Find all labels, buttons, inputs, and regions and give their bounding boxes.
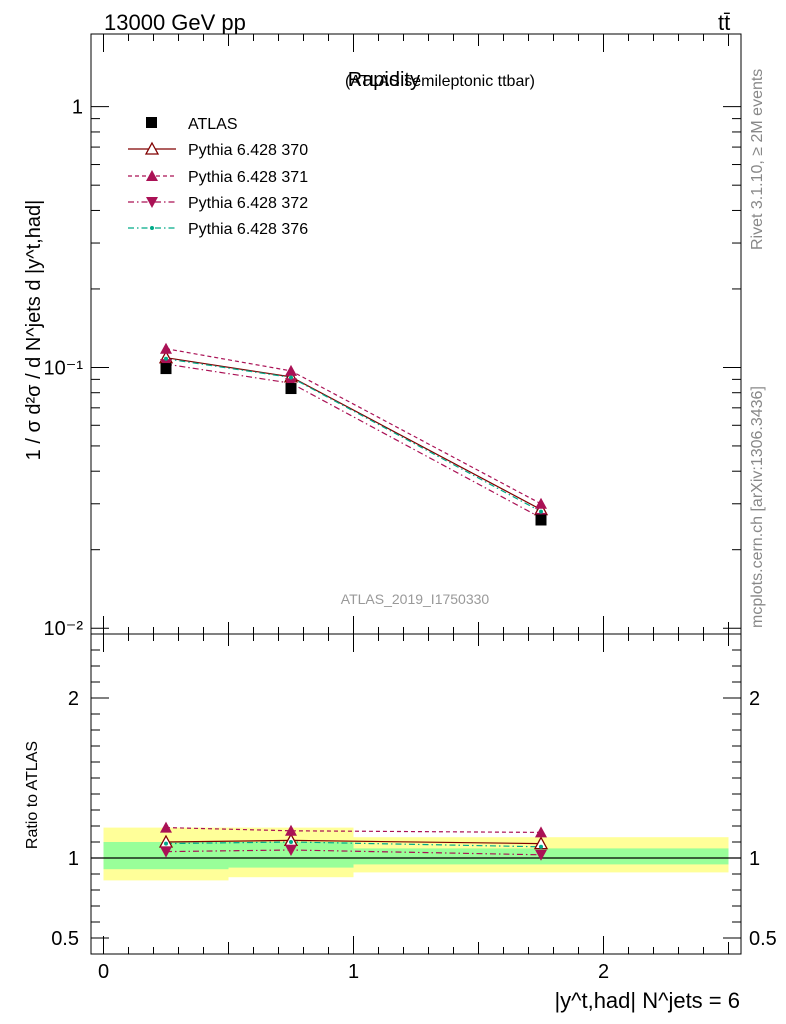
data-point <box>285 364 297 376</box>
ratio-data-point <box>285 845 297 856</box>
series-line <box>165 363 542 519</box>
ratio-data-point <box>289 840 293 844</box>
legend-370-marker <box>144 141 160 155</box>
data-point <box>164 356 168 361</box>
plot-title: Rapidity <box>348 69 420 91</box>
ratio-y-tick-label-right: 2 <box>749 688 760 710</box>
ratio-data-point <box>164 841 168 846</box>
main-plot: Rapidity (ATLAS semileptonic ttbar) ATLA… <box>23 33 742 640</box>
data-point <box>160 342 172 354</box>
series-line <box>165 357 542 511</box>
legend-376-marker <box>150 226 154 230</box>
legend: ATLAS Pythia 6.428 370 Pythia 6.428 371 … <box>128 116 308 238</box>
x-tick-label: 0 <box>98 961 109 983</box>
main-series-layer <box>158 342 549 526</box>
legend-372-label: Pythia 6.428 372 <box>188 195 308 212</box>
series-line <box>165 348 542 505</box>
legend-370-label: Pythia 6.428 370 <box>188 142 308 159</box>
process-label: tt̄ <box>718 10 730 35</box>
mcplots-label: mcplots.cern.ch [arXiv:1306.3436] <box>749 386 766 628</box>
ratio-frame <box>90 633 742 955</box>
ratio-bands <box>91 827 741 881</box>
y-tick-label: 10⁻¹ <box>44 357 84 379</box>
series-line <box>165 358 542 513</box>
data-point <box>539 509 543 514</box>
ratio-y-tick-label-right: 1 <box>749 848 760 870</box>
data-point <box>535 514 547 526</box>
y-tick-label: 10⁻² <box>44 618 84 640</box>
data-point <box>160 363 172 375</box>
analysis-label: ATLAS_2019_I1750330 <box>341 591 490 607</box>
ratio-plot: Ratio to ATLAS |y^t,had| N^jets = 6 0.5 0… <box>24 633 777 1013</box>
ratio-data-point <box>535 826 547 838</box>
data-point <box>535 497 547 509</box>
data-point <box>289 375 293 380</box>
x-tick-label: 1 <box>348 961 359 983</box>
x-tick-label: 2 <box>598 961 609 983</box>
x-axis-label: |y^t,had| N^jets = 6 <box>554 988 740 1013</box>
legend-372-marker <box>146 197 158 208</box>
legend-371-marker <box>146 170 158 181</box>
ratio-y-tick-label: 2 <box>68 688 79 710</box>
plot-subtitle: (ATLAS semileptonic ttbar) <box>345 73 535 90</box>
y-tick-label: 1 <box>72 97 83 119</box>
ratio-data-point <box>539 844 543 849</box>
legend-371-label: Pythia 6.428 371 <box>188 169 308 186</box>
main-y-axis-label: 1 / σ d²σ / d N^jets d |y^t,had| <box>23 200 45 461</box>
ratio-data-point <box>285 824 297 836</box>
ratio-y-axis-label: Ratio to ATLAS <box>24 741 41 849</box>
ratio-series-layer <box>158 821 549 861</box>
ratio-data-point <box>160 846 172 858</box>
ratio-y-tick-label: 1 <box>68 848 79 870</box>
rivet-label: Rivet 3.1.10, ≥ 2M events <box>749 69 766 250</box>
main-axis-ticks: 10⁻² 10⁻¹ 1 <box>44 34 741 640</box>
energy-label: 13000 GeV pp <box>104 10 246 35</box>
legend-376-label: Pythia 6.428 376 <box>188 221 308 238</box>
legend-atlas-marker <box>146 117 157 128</box>
ratio-data-point <box>160 821 172 833</box>
data-point <box>285 383 297 395</box>
ratio-y-tick-label-right: 0.5 <box>749 928 777 950</box>
ratio-y-tick-label: 0.5 <box>51 928 79 950</box>
ratio-data-point <box>535 849 547 861</box>
legend-atlas-label: ATLAS <box>188 116 238 133</box>
ratio-axis-ticks: 0.5 0.5 1 1 2 2 0 1 2 <box>51 634 777 983</box>
